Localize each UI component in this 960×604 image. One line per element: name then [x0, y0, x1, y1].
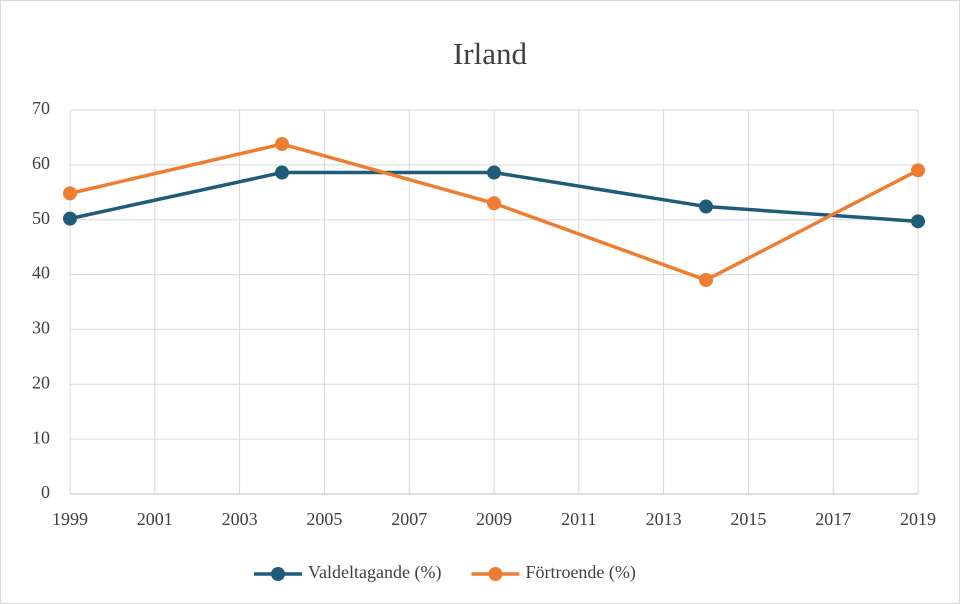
data-point [699, 199, 713, 214]
legend-marker [488, 567, 503, 581]
y-tick-label: 20 [32, 372, 50, 392]
y-tick-label: 0 [41, 482, 50, 502]
legend-label: Valdeltagande (%) [308, 562, 441, 583]
chart-title: Irland [453, 36, 528, 71]
data-point [699, 273, 713, 288]
legend-marker [271, 567, 285, 581]
data-point [911, 214, 925, 229]
x-tick-label: 2009 [476, 509, 512, 529]
data-point [63, 211, 77, 226]
legend-label: Förtroende (%) [525, 562, 635, 583]
x-tick-label: 1999 [52, 509, 88, 529]
x-tick-label: 2015 [730, 509, 766, 529]
y-tick-label: 40 [32, 263, 50, 283]
y-tick-label: 10 [32, 427, 50, 447]
y-tick-label: 60 [32, 153, 50, 173]
y-tick-label: 30 [32, 318, 50, 338]
x-tick-label: 2005 [306, 509, 342, 529]
data-point [487, 196, 501, 211]
data-point [911, 163, 925, 178]
x-tick-label: 2019 [900, 509, 936, 529]
x-tick-label: 2003 [222, 509, 258, 529]
data-point [487, 165, 501, 180]
data-point [275, 137, 289, 152]
x-tick-label: 2007 [391, 509, 427, 529]
data-point [63, 186, 77, 201]
y-tick-label: 50 [32, 208, 50, 228]
x-tick-label: 2001 [137, 509, 173, 529]
x-tick-label: 2013 [646, 509, 682, 529]
y-tick-label: 70 [32, 98, 50, 118]
x-tick-label: 2011 [561, 509, 596, 529]
x-tick-label: 2017 [815, 509, 851, 529]
data-point [275, 165, 289, 180]
